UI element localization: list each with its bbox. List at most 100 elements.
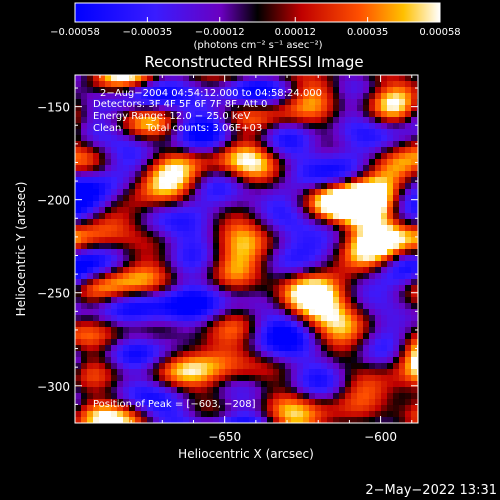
heatmap-cell [255,75,261,81]
heatmap-cell [231,333,237,339]
heatmap-cell [171,243,177,249]
heatmap-cell [243,363,249,369]
heatmap-cell [195,129,201,135]
heatmap-cell [249,147,255,153]
heatmap-cell [135,273,141,279]
heatmap-cell [75,87,81,93]
heatmap-cell [93,75,99,81]
heatmap-cell [243,249,249,255]
heatmap-cell [159,387,165,393]
heatmap-cell [297,207,303,213]
heatmap-cell [237,345,243,351]
heatmap-cell [297,189,303,195]
heatmap-cell [309,393,315,399]
heatmap-cell [111,99,117,105]
heatmap-cell [165,189,171,195]
heatmap-cell [351,147,357,153]
heatmap-cell [201,315,207,321]
annotation-detectors: Detectors: 3F 4F 5F 6F 7F 8F, Att 0 [93,99,267,110]
heatmap-cell [105,117,111,123]
heatmap-cell [249,267,255,273]
heatmap-cell [171,291,177,297]
heatmap-cell [411,309,417,315]
heatmap-cell [315,321,321,327]
heatmap-cell [309,87,315,93]
heatmap-cell [261,363,267,369]
heatmap-cell [183,183,189,189]
heatmap-cell [219,369,225,375]
heatmap-cell [375,153,381,159]
heatmap-cell [159,135,165,141]
heatmap-cell [369,105,375,111]
heatmap-cell [93,363,99,369]
heatmap-cell [291,111,297,117]
heatmap-cell [117,363,123,369]
heatmap-cell [75,261,81,267]
heatmap-cell [165,297,171,303]
heatmap-cell [219,351,225,357]
heatmap-cell [195,165,201,171]
heatmap-cell [405,171,411,177]
heatmap-cell [351,153,357,159]
heatmap-cell [411,213,417,219]
heatmap-cell [243,177,249,183]
heatmap-cell [333,381,339,387]
heatmap-cell [183,99,189,105]
heatmap-cell [177,363,183,369]
heatmap-cell [321,255,327,261]
heatmap-cell [93,105,99,111]
heatmap-cell [147,117,153,123]
heatmap-cell [363,297,369,303]
heatmap-cell [81,351,87,357]
heatmap-cell [267,363,273,369]
heatmap-cell [243,93,249,99]
heatmap-cell [375,99,381,105]
heatmap-cell [351,273,357,279]
heatmap-cell [249,261,255,267]
heatmap-cell [255,279,261,285]
heatmap-cell [123,363,129,369]
heatmap-cell [285,231,291,237]
heatmap-cell [147,87,153,93]
heatmap-cell [399,117,405,123]
heatmap-cell [357,405,363,411]
heatmap-cell [285,345,291,351]
heatmap-cell [273,393,279,399]
heatmap-cell [171,297,177,303]
heatmap-cell [351,237,357,243]
heatmap-cell [309,345,315,351]
heatmap-cell [171,315,177,321]
heatmap-cell [357,393,363,399]
heatmap-cell [99,411,105,417]
heatmap-cell [105,87,111,93]
heatmap-cell [255,285,261,291]
heatmap-cell [225,315,231,321]
heatmap-cell [411,267,417,273]
heatmap-cell [261,243,267,249]
heatmap-cell [123,381,129,387]
heatmap-cell [189,303,195,309]
heatmap-cell [171,81,177,87]
heatmap-cell [207,309,213,315]
heatmap-cell [135,417,141,423]
heatmap-cell [291,231,297,237]
heatmap-cell [135,243,141,249]
heatmap-cell [195,147,201,153]
heatmap-cell [267,81,273,87]
heatmap-cell [309,363,315,369]
colorbar-unit-label: (photons cm⁻² s⁻¹ asec⁻²) [193,40,322,51]
heatmap-cell [249,375,255,381]
heatmap-cell [123,243,129,249]
heatmap-cell [309,387,315,393]
heatmap-cell [159,267,165,273]
heatmap-cell [381,285,387,291]
heatmap-cell [321,261,327,267]
heatmap-cell [351,417,357,423]
heatmap-cell [297,333,303,339]
heatmap-cell [399,297,405,303]
heatmap-cell [135,381,141,387]
heatmap-cell [231,285,237,291]
heatmap-cell [381,87,387,93]
heatmap-cell [117,243,123,249]
heatmap-cell [393,309,399,315]
